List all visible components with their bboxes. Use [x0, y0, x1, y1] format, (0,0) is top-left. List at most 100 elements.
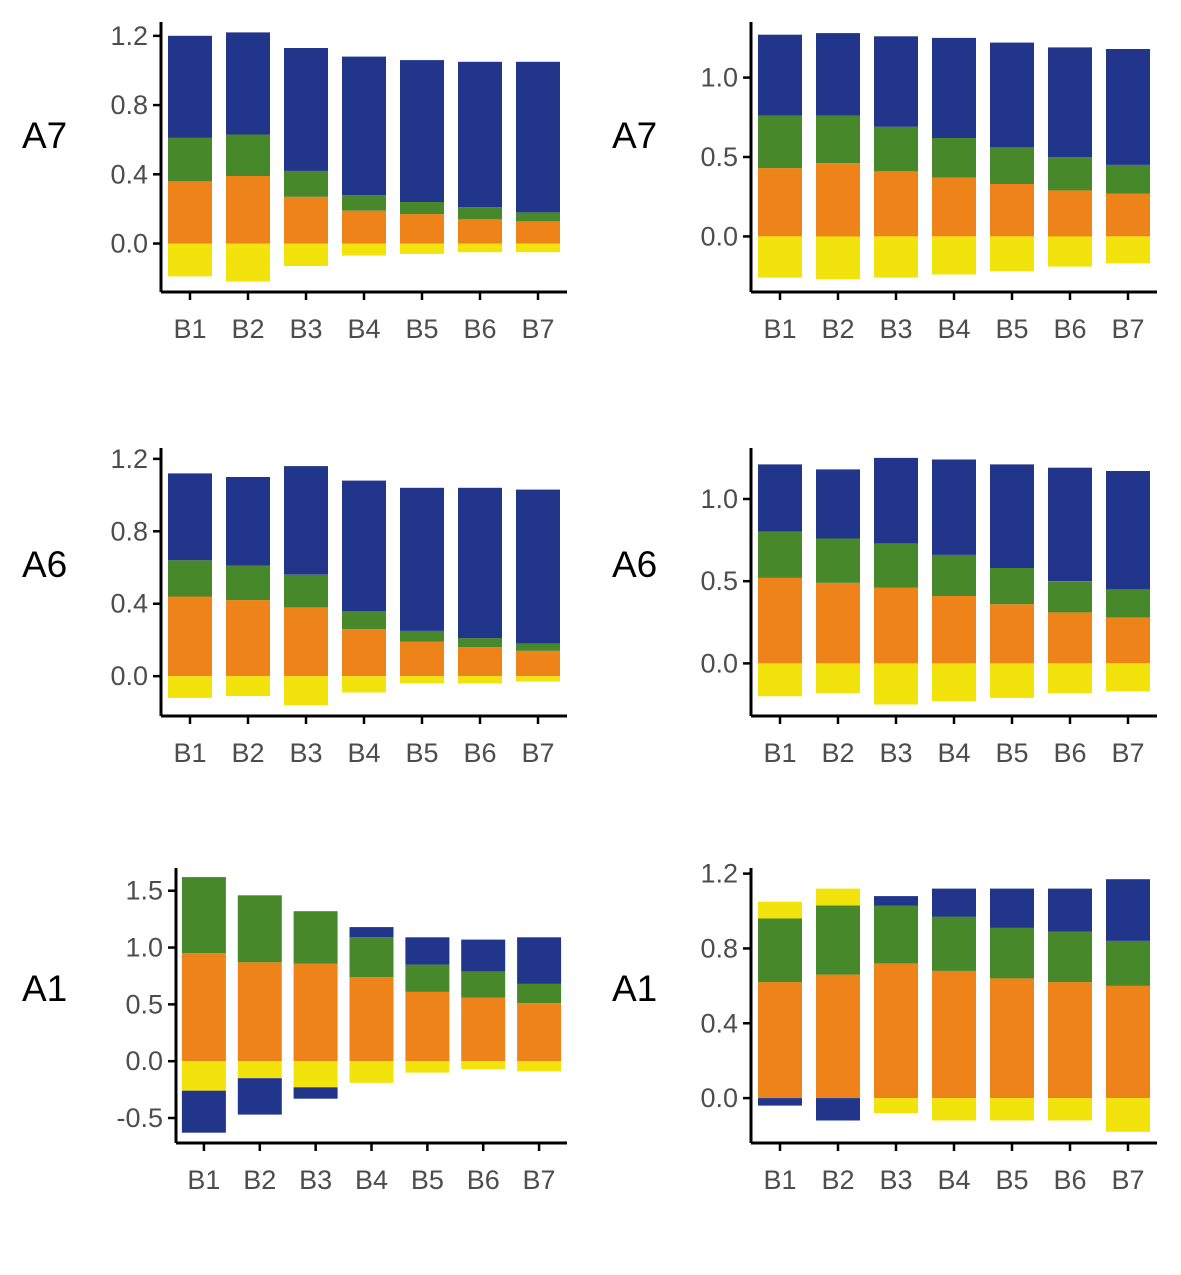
bar-b7-blue-segment — [516, 61, 560, 213]
x-tick-label-b5: B5 — [995, 738, 1028, 768]
panel-bottom-left: -0.5 0.0 0.5 1.0 1.5 B1 B2 B3 B4 B5 B6 B7 A1 — [22, 868, 567, 1195]
bar-b6-orange-segment — [1048, 612, 1092, 664]
bar-b4-blue-segment — [342, 56, 386, 196]
bar-b1-blue-segment — [758, 34, 802, 116]
bar-b3-blue-segment — [874, 457, 918, 544]
bar-b4-green-segment — [349, 937, 394, 978]
bar-b7-yellow-segment — [1106, 663, 1150, 692]
bar-b5-blue-segment — [400, 60, 444, 202]
bar-b3-yellow-segment — [874, 1098, 918, 1114]
y-tick-label: 1.2 — [700, 859, 738, 889]
bar-b4-blue-segment — [932, 37, 976, 138]
bar-b3-yellow-segment — [293, 1061, 338, 1088]
x-tick-label-b4: B4 — [347, 738, 380, 768]
y-tick-label: 1.0 — [125, 933, 163, 963]
bar-b1-blue-segment — [181, 1090, 226, 1133]
bar-b4-green-segment — [342, 195, 386, 211]
y-tick-label: 0.4 — [110, 159, 148, 189]
bar-b2-green-segment — [816, 538, 860, 583]
bar-b2-green-segment — [816, 115, 860, 164]
bar-b5-green-segment — [405, 964, 450, 992]
panel-bottom-right: 0.0 0.4 0.8 1.2 B1 B2 B3 B4 B5 B6 B7 A1 — [612, 859, 1157, 1195]
bar-b7-blue-segment — [1106, 879, 1150, 941]
panel-label: A1 — [612, 968, 657, 1009]
x-tick-label-b4: B4 — [347, 314, 380, 344]
bar-b6-orange-segment — [461, 997, 506, 1062]
bar-b6-blue-segment — [1048, 47, 1092, 157]
bar-b3-green-segment — [874, 543, 918, 588]
y-tick-label: 0.0 — [110, 661, 148, 691]
panel-top-left: 0.0 0.4 0.8 1.2 B1 B2 B3 B4 B5 B6 B7 A7 — [22, 21, 567, 344]
bar-b2-blue-segment — [226, 477, 270, 566]
x-tick-label-b3: B3 — [299, 1165, 332, 1195]
bar-b6-blue-segment — [458, 487, 502, 639]
x-tick-label-b5: B5 — [405, 738, 438, 768]
bar-b3-blue-segment — [874, 36, 918, 127]
bar-b5-green-segment — [400, 202, 444, 215]
x-tick-label-b2: B2 — [821, 1165, 854, 1195]
bar-b3-orange-segment — [284, 607, 328, 677]
bar-b6-green-segment — [458, 638, 502, 648]
y-tick-label: 1.0 — [700, 63, 738, 93]
y-tick-label: 0.5 — [700, 142, 738, 172]
bar-b7-yellow-segment — [516, 243, 560, 253]
x-tick-label-b1: B1 — [173, 738, 206, 768]
bar-b3-yellow-segment — [874, 236, 918, 278]
x-tick-label-b4: B4 — [937, 1165, 970, 1195]
bar-b6-yellow-segment — [1048, 236, 1092, 267]
bar-b6-yellow-segment — [458, 676, 502, 684]
bar-b3-green-segment — [284, 574, 328, 608]
bar-b1-blue-segment — [758, 464, 802, 532]
bar-b3-yellow-segment — [874, 663, 918, 705]
x-tick-label-b3: B3 — [879, 738, 912, 768]
bar-b2-green-segment — [816, 905, 860, 975]
bar-b2-green-segment — [226, 565, 270, 601]
bar-b3-green-segment — [293, 911, 338, 964]
panel-top-right: 0.0 0.5 1.0 B1 B2 B3 B4 B5 B6 B7 A7 — [612, 22, 1157, 344]
bar-b4-yellow-segment — [342, 243, 386, 256]
x-tick-label-b1: B1 — [763, 738, 796, 768]
bar-b6-blue-segment — [1048, 467, 1092, 582]
bar-b6-blue-segment — [1048, 888, 1092, 932]
x-tick-label-b1: B1 — [763, 314, 796, 344]
bar-b7-orange-segment — [1106, 985, 1150, 1099]
x-tick-label-b2: B2 — [821, 738, 854, 768]
bar-b1-green-segment — [758, 115, 802, 169]
bar-b1-yellow-segment — [758, 901, 802, 919]
x-tick-label-b5: B5 — [405, 314, 438, 344]
bar-b7-orange-segment — [516, 650, 560, 677]
bar-b5-green-segment — [990, 147, 1034, 184]
x-tick-label-b5: B5 — [411, 1165, 444, 1195]
bar-b5-blue-segment — [405, 937, 450, 965]
bar-b7-orange-segment — [516, 221, 560, 244]
bar-b2-orange-segment — [226, 176, 270, 244]
y-tick-label: 0.4 — [700, 1008, 738, 1038]
bar-b5-yellow-segment — [990, 236, 1034, 272]
bar-b1-blue-segment — [168, 473, 212, 561]
bar-b1-yellow-segment — [168, 676, 212, 698]
bar-b1-blue-segment — [758, 1098, 802, 1106]
bar-b4-orange-segment — [932, 970, 976, 1099]
bar-b5-green-segment — [990, 927, 1034, 979]
panel-label: A6 — [22, 544, 67, 585]
x-tick-label-b5: B5 — [995, 1165, 1028, 1195]
x-tick-label-b1: B1 — [187, 1165, 220, 1195]
bar-b6-green-segment — [1048, 931, 1092, 983]
bar-b3-green-segment — [284, 170, 328, 197]
x-tick-label-b6: B6 — [467, 1165, 500, 1195]
y-tick-label: 0.5 — [125, 989, 163, 1019]
x-tick-label-b3: B3 — [289, 738, 322, 768]
bar-b2-orange-segment — [816, 582, 860, 664]
x-tick-label-b4: B4 — [937, 314, 970, 344]
bar-b6-blue-segment — [458, 61, 502, 208]
x-tick-label-b1: B1 — [763, 1165, 796, 1195]
bar-b4-yellow-segment — [349, 1061, 394, 1083]
x-tick-label-b7: B7 — [521, 314, 554, 344]
bar-b6-orange-segment — [458, 219, 502, 244]
bar-b7-orange-segment — [1106, 193, 1150, 237]
x-tick-label-b2: B2 — [231, 738, 264, 768]
bar-b2-green-segment — [226, 134, 270, 176]
bar-b1-orange-segment — [758, 577, 802, 664]
bar-b2-orange-segment — [226, 600, 270, 677]
x-tick-label-b3: B3 — [289, 314, 322, 344]
